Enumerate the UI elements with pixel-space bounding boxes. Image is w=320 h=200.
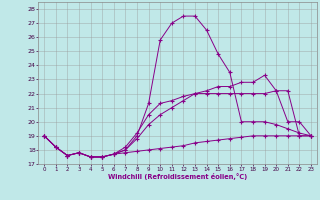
X-axis label: Windchill (Refroidissement éolien,°C): Windchill (Refroidissement éolien,°C) (108, 173, 247, 180)
